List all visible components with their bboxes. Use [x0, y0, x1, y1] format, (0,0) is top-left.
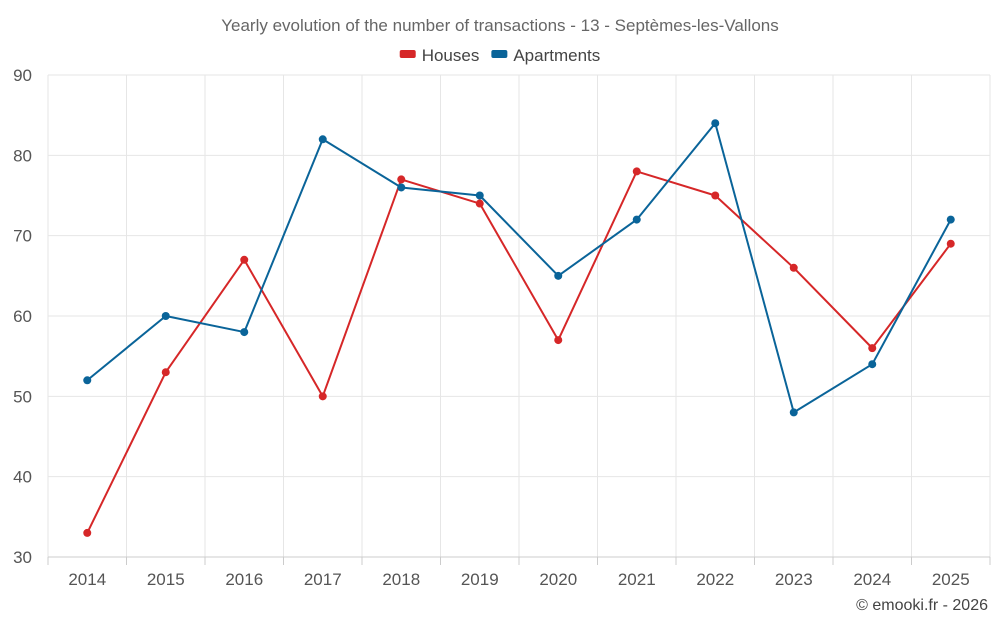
- y-tick-label: 40: [13, 468, 32, 487]
- gridlines: [47, 74, 991, 558]
- legend-swatch-houses: [399, 50, 416, 58]
- houses-point-2015[interactable]: [161, 368, 170, 377]
- apartments-point-2014[interactable]: [83, 376, 92, 385]
- x-tick-label: 2019: [461, 570, 499, 589]
- legend-swatch-apartments: [491, 50, 508, 58]
- apartments-point-2021[interactable]: [632, 215, 641, 224]
- apartments-point-2024[interactable]: [868, 360, 877, 369]
- apartments-point-2025[interactable]: [946, 215, 955, 224]
- houses-series-line: [86, 170, 952, 534]
- x-tick-label: 2024: [853, 570, 891, 589]
- apartments-point-2017[interactable]: [318, 135, 327, 144]
- apartments-series-line: [86, 122, 952, 414]
- houses-point-2014[interactable]: [83, 528, 92, 537]
- apartments-point-2015[interactable]: [161, 312, 170, 320]
- y-tick-label: 60: [13, 307, 32, 326]
- legend-item-houses[interactable]: Houses: [399, 46, 480, 65]
- houses-point-2020[interactable]: [554, 336, 563, 345]
- x-tick-label: 2015: [147, 570, 185, 589]
- series-points: [83, 119, 955, 537]
- houses-point-2023[interactable]: [789, 263, 798, 272]
- y-tick-label: 90: [13, 66, 32, 85]
- credit-text: © emooki.fr - 2026: [856, 597, 988, 614]
- houses-point-2017[interactable]: [318, 392, 327, 401]
- legend: Houses Apartments: [399, 46, 600, 65]
- x-tick-label: 2017: [304, 570, 342, 589]
- x-tick-label: 2021: [618, 570, 656, 589]
- y-tick-label: 50: [13, 387, 32, 406]
- chart-title: Yearly evolution of the number of transa…: [221, 16, 779, 35]
- series-lines: [86, 122, 952, 534]
- legend-label-apartments: Apartments: [513, 46, 600, 65]
- houses-point-2021[interactable]: [632, 167, 641, 176]
- x-tick-label: 2025: [932, 570, 970, 589]
- y-tick-label: 70: [13, 227, 32, 246]
- legend-label-houses: Houses: [422, 46, 480, 65]
- houses-point-2018[interactable]: [397, 175, 406, 184]
- apartments-point-2023[interactable]: [789, 408, 798, 417]
- x-tick-label: 2016: [225, 570, 263, 589]
- houses-point-2019[interactable]: [475, 199, 484, 208]
- y-tick-label: 30: [13, 548, 32, 567]
- apartments-point-2018[interactable]: [397, 183, 406, 192]
- x-tick-label: 2014: [68, 570, 106, 589]
- apartments-point-2019[interactable]: [475, 191, 484, 200]
- x-tick-label: 2018: [382, 570, 420, 589]
- apartments-point-2016[interactable]: [240, 328, 249, 337]
- x-tick-label: 2020: [539, 570, 577, 589]
- x-tick-label: 2023: [775, 570, 813, 589]
- y-axis: 30 40 50 60 70 80 90: [13, 66, 32, 567]
- apartments-point-2020[interactable]: [554, 271, 563, 280]
- houses-point-2022[interactable]: [711, 191, 720, 200]
- houses-point-2025[interactable]: [946, 239, 955, 248]
- x-axis: 2014 2015 2016 2017 2018 2019 2020 2021 2022 2023…: [47, 557, 991, 589]
- y-tick-label: 80: [13, 146, 32, 165]
- legend-item-apartments[interactable]: Apartments: [491, 46, 600, 65]
- apartments-point-2022[interactable]: [711, 119, 720, 128]
- houses-point-2016[interactable]: [240, 255, 249, 264]
- x-tick-label: 2022: [696, 570, 734, 589]
- houses-point-2024[interactable]: [868, 344, 877, 353]
